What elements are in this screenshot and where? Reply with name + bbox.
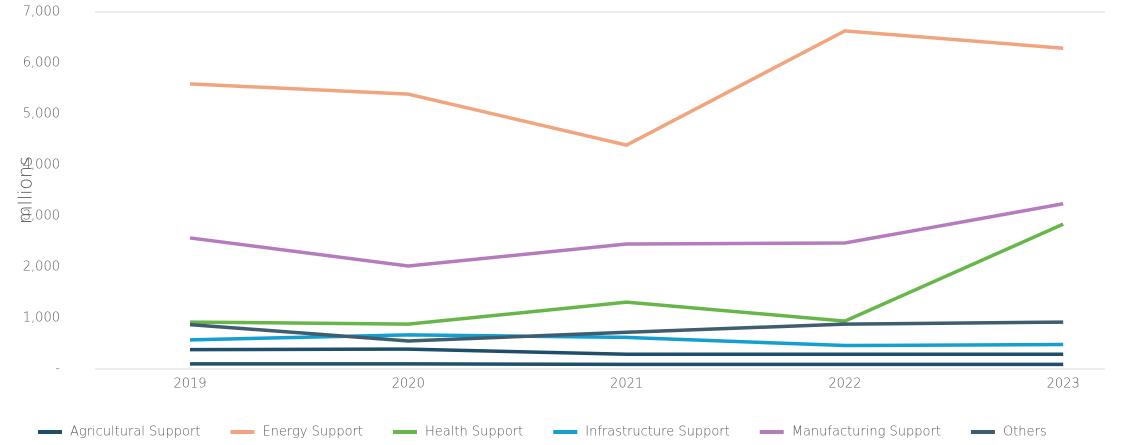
x-tick-label: 2021 [610,377,643,392]
series-line [189,202,1064,268]
y-tick-label: 2,000 [23,260,60,275]
legend-label: Energy Support [262,425,363,440]
legend-label: Infrastructure Support [585,425,729,440]
legend-label: Agricultural Support [70,425,200,440]
y-tick-label: 6,000 [23,56,60,71]
series-line [189,222,1064,326]
y-tick-label: 3,000 [23,209,60,224]
x-tick-label: 2019 [173,377,206,392]
x-tick-label: 2020 [392,377,425,392]
series-line [189,320,1064,343]
x-tick-label: 2023 [1047,377,1080,392]
x-tick-label: 2022 [828,377,861,392]
y-tick-label: 1,000 [23,311,60,326]
series-line [189,29,1064,147]
y-tick-label: - [55,362,60,377]
legend-label: Manufacturing Support [792,425,941,440]
series-line [189,333,1064,348]
y-tick-label: 4,000 [23,158,60,173]
y-tick-label: 5,000 [23,107,60,122]
series-line [190,362,1064,367]
legend-label: Others [1003,425,1047,440]
series-line [189,347,1064,356]
y-tick-label: 7,000 [23,5,60,20]
y-axis-label: mllions [15,156,37,224]
legend-label: Health Support [425,425,523,440]
